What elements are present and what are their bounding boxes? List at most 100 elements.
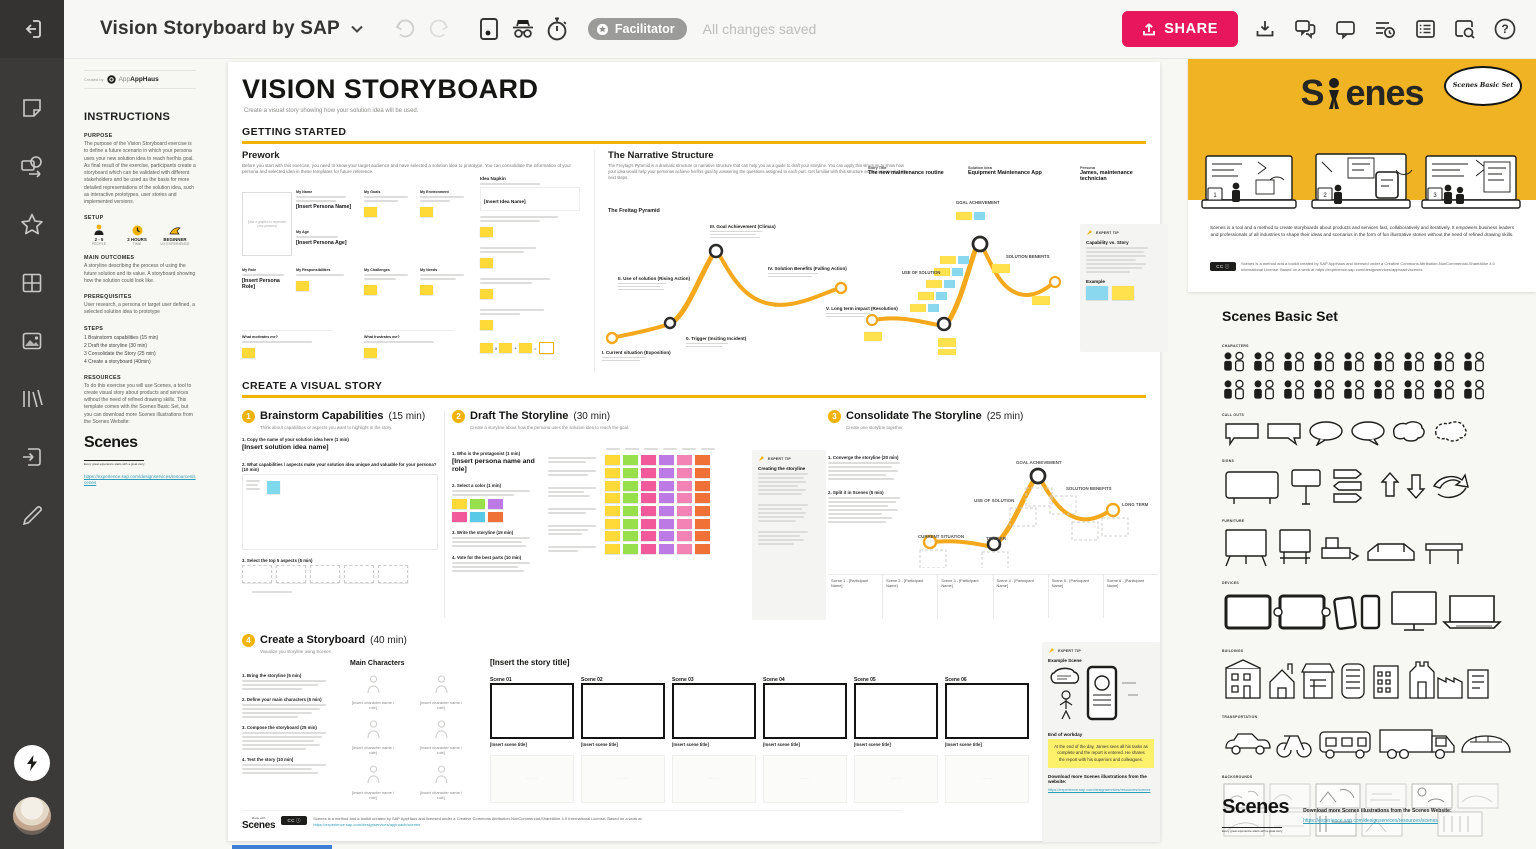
sticky-note[interactable] [296, 281, 309, 291]
scenes-website-link[interactable]: https://experience.sap.com/designservice… [84, 474, 196, 486]
sticky-note[interactable] [677, 468, 692, 478]
sticky-note[interactable] [659, 544, 674, 554]
sticky-note[interactable] [499, 343, 513, 353]
scene-cell[interactable]: Scene 4 - [Participant Name] [994, 575, 1049, 618]
consolidate-storyline-diagram[interactable]: GOAL ACHIEVEMENT USE OF SOLUTION SOLUTIO… [916, 446, 1156, 568]
share-button[interactable]: SHARE [1122, 11, 1238, 47]
user-avatar[interactable] [13, 797, 51, 835]
panel-consolidate-storyline[interactable]: 3 Consolidate The Storyline (25 min) Cre… [828, 410, 1158, 624]
sticky-note[interactable] [623, 468, 638, 478]
sticky-note[interactable] [605, 506, 620, 516]
devices-row[interactable] [1222, 588, 1502, 636]
title-menu-button[interactable] [340, 12, 374, 46]
scene-frame[interactable] [490, 683, 574, 739]
scene-notes-box[interactable]: · · · · · [763, 755, 847, 803]
persona-goals-field[interactable]: My Goals [364, 190, 414, 222]
top-aspect-slot[interactable] [344, 565, 374, 584]
sticky-note[interactable] [677, 531, 692, 541]
sticky-note[interactable] [538, 342, 554, 354]
storyboard-scene[interactable]: Scene 02 [Insert scene title] · · · · · [581, 677, 665, 803]
scene-cell[interactable]: Scene 3 - [Participant Name] [938, 575, 994, 618]
character-slot[interactable]: [Insert character name / role] [418, 765, 464, 800]
facilitator-badge[interactable]: Facilitator [587, 18, 687, 40]
expert-tip-example-scene-card[interactable]: EXPERT TIP Example Scene End of workday … [1042, 642, 1160, 842]
sticky-note[interactable] [364, 348, 377, 358]
shapes-connectors-tool-icon[interactable] [19, 154, 45, 178]
sticky-note[interactable] [641, 519, 656, 529]
export-button[interactable] [1248, 12, 1282, 46]
step1-insert[interactable]: [Insert solution idea name] [242, 444, 329, 451]
sticky-note[interactable] [623, 531, 638, 541]
mural-title[interactable]: Vision Storyboard by SAP [100, 18, 340, 39]
scene-cell[interactable]: Scene 5 - [Participant Name] [1049, 575, 1104, 618]
characters-row[interactable] [1222, 351, 1512, 375]
sticky-note[interactable] [480, 289, 493, 299]
character-slot[interactable]: [Insert character name / role] [350, 765, 396, 800]
sticky-note[interactable] [659, 468, 674, 478]
scene-notes-box[interactable]: · · · · · [581, 755, 665, 803]
sticky-note[interactable] [480, 258, 493, 268]
character-slot[interactable]: [Insert character name / role] [350, 675, 396, 710]
capabilities-canvas-area[interactable] [242, 474, 438, 551]
character-slot[interactable]: [Insert character name / role] [350, 720, 396, 755]
sticky-note[interactable] [420, 285, 433, 295]
backgrounds-row[interactable] [1222, 782, 1502, 840]
license-link[interactable]: https://experience.sap.com/designservice… [313, 822, 421, 827]
sticky-note[interactable] [695, 506, 710, 516]
sticky-note-tool-icon[interactable] [20, 96, 44, 120]
import-tool-icon[interactable] [20, 445, 44, 469]
sticky-note[interactable] [695, 493, 710, 503]
scene-frame[interactable] [854, 683, 938, 739]
persona-needs-field[interactable]: My Needs [420, 268, 470, 300]
sticky-note[interactable] [605, 544, 620, 554]
sticky-note[interactable] [695, 544, 710, 554]
panel-draft-storyline[interactable]: 2 Draft The Storyline (30 min) Create a … [452, 410, 826, 624]
sticky-note[interactable] [623, 519, 638, 529]
top-aspect-slot[interactable] [242, 565, 272, 584]
scene-notes-box[interactable]: · · · · · [490, 755, 574, 803]
sticky-note[interactable] [695, 519, 710, 529]
characters-row[interactable] [1222, 379, 1512, 403]
storyboard-scene[interactable]: Scene 05 [Insert scene title] · · · · · [854, 677, 938, 803]
sticky-note[interactable] [518, 343, 532, 353]
scene-notes-box[interactable]: · · · · · [945, 755, 1029, 803]
sticky-note[interactable] [659, 519, 674, 529]
frame-view-button[interactable] [472, 12, 506, 46]
horizontal-scrollbar[interactable] [232, 845, 332, 849]
sticky-note[interactable] [623, 481, 638, 491]
storyline-sticky-grid[interactable] [548, 446, 744, 557]
transportation-row[interactable] [1222, 722, 1512, 762]
persona-motivates-field[interactable]: What motivates me? [242, 330, 332, 363]
persona-frustrates-field[interactable]: What frustrates me? [364, 330, 454, 363]
persona-challenges-field[interactable]: My Challenges [364, 268, 414, 300]
sticky-note[interactable] [659, 455, 674, 465]
sticky-note[interactable] [677, 506, 692, 516]
top-aspect-slot[interactable] [378, 565, 408, 584]
sticky-note[interactable] [641, 531, 656, 541]
persona-template[interactable]: [Use a graphic to represent your persona… [242, 182, 470, 370]
sticky-note[interactable] [480, 227, 493, 237]
top-aspect-slot[interactable] [276, 565, 306, 584]
panel-brainstorm-capabilities[interactable]: 1 Brainstorm Capabilities (15 min) Think… [242, 410, 438, 624]
sticky-note[interactable] [695, 481, 710, 491]
scene-frame[interactable] [945, 683, 1029, 739]
exit-room-button[interactable] [0, 0, 64, 58]
scene-split-strip[interactable]: Scene 1 - [Participant Name] Scene 2 - [… [828, 574, 1158, 618]
color-chip[interactable] [452, 511, 467, 522]
tip-yellow-note[interactable]: At the end of the day, James sees all hi… [1048, 739, 1154, 769]
sticky-note[interactable] [480, 343, 493, 353]
step2-insert[interactable]: [Insert persona name and role] [452, 458, 535, 474]
storyboard-scene[interactable]: Scene 01 [Insert scene title] · · · · · [490, 677, 574, 803]
redo-button[interactable] [422, 12, 456, 46]
sticky-note[interactable] [659, 531, 674, 541]
icons-star-tool-icon[interactable] [19, 212, 45, 237]
quick-actions-button[interactable] [14, 745, 50, 781]
sticky-note[interactable] [364, 207, 377, 217]
storyboard-scene[interactable]: Scene 06 [Insert scene title] · · · · · [945, 677, 1029, 803]
persona-role-field[interactable]: My Role [Insert Persona Role] [242, 268, 292, 290]
sticky-note[interactable] [605, 519, 620, 529]
persona-environment-field[interactable]: My Environment [420, 190, 470, 222]
idea-napkin-template[interactable]: Idea Napkin [Insert Idea Name] x + = [480, 176, 580, 372]
sticky-note[interactable] [659, 481, 674, 491]
example-storyline-diagram[interactable]: USE OF SOLUTION GOAL ACHIEVEMENT SOLUTIO… [856, 192, 1071, 367]
